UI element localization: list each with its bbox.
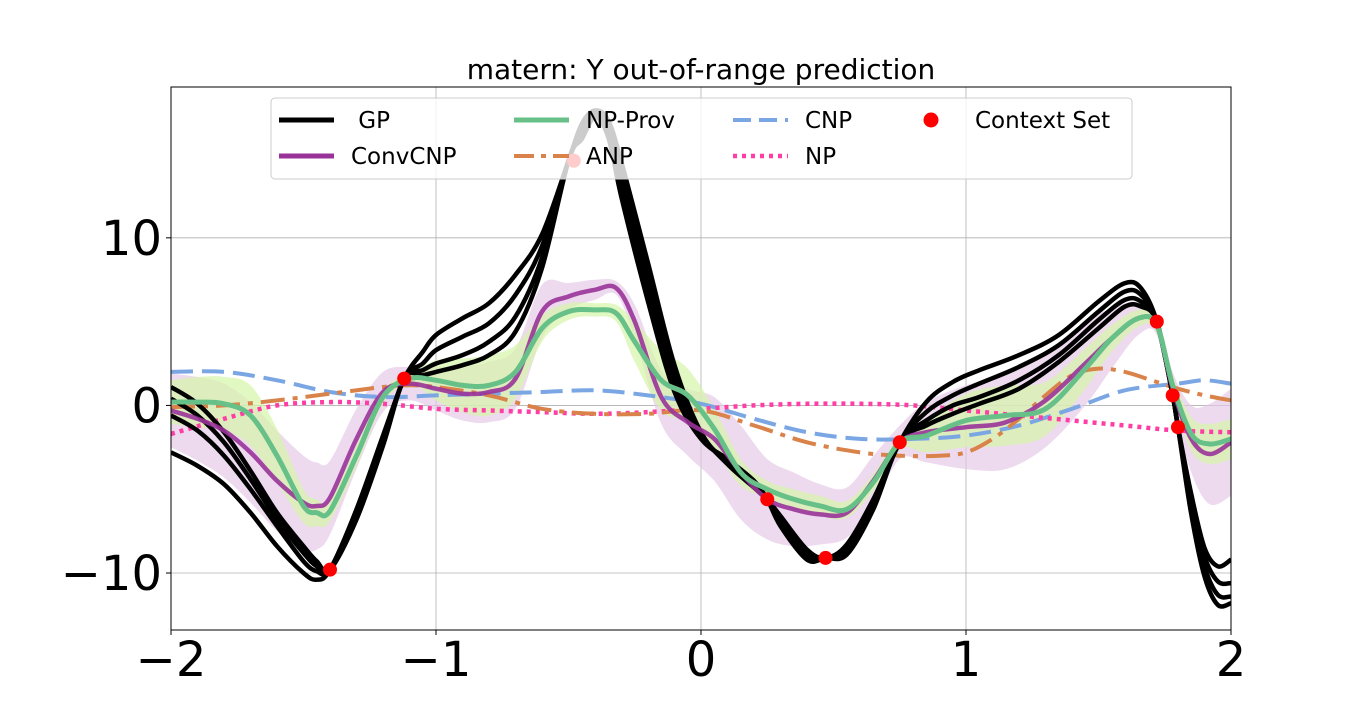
- y-tick-label-1: 0: [131, 378, 162, 434]
- context-point-5: [892, 435, 907, 450]
- context-point-4: [818, 550, 833, 565]
- np-prov-line: [171, 306, 1231, 519]
- x-tick-label-1: −1: [401, 632, 472, 688]
- legend-marker-context: [923, 112, 939, 128]
- y-tick-label-0: 10: [101, 211, 162, 267]
- legend-label-context: Context Set: [975, 108, 1110, 134]
- legend: GP ConvCNP NP-Prov ANP CNP NP Context Set: [270, 97, 1133, 180]
- uncertainty-bands: [171, 278, 1231, 552]
- legend-box: [270, 97, 1133, 180]
- np-prov-band: [171, 302, 1231, 528]
- legend-label-np_prov: NP-Prov: [586, 108, 675, 134]
- context-point-6: [1149, 314, 1164, 329]
- legend-label-np: NP: [805, 144, 836, 170]
- legend-label-cnp: CNP: [805, 108, 852, 134]
- context-point-1: [397, 371, 412, 386]
- convcnp-line: [171, 283, 1231, 519]
- x-tick-label-4: 2: [1216, 632, 1247, 688]
- context-point-7: [1165, 388, 1180, 403]
- x-tick-label-3: 1: [951, 632, 982, 688]
- x-tick-label-0: −2: [136, 632, 207, 688]
- chart-title: matern: Y out-of-range prediction: [467, 53, 936, 86]
- cnp-line: [171, 369, 1231, 442]
- legend-label-convcnp: ConvCNP: [351, 144, 457, 170]
- context-point-0: [323, 562, 337, 577]
- y-tick-label-2: −10: [61, 546, 162, 602]
- model-lines: [171, 108, 1231, 609]
- legend-label-gp: GP: [351, 108, 390, 134]
- legend-label-anp: ANP: [586, 144, 633, 170]
- x-tick-label-2: 0: [686, 632, 717, 688]
- context-point-3: [760, 492, 775, 507]
- context-point-8: [1171, 420, 1185, 435]
